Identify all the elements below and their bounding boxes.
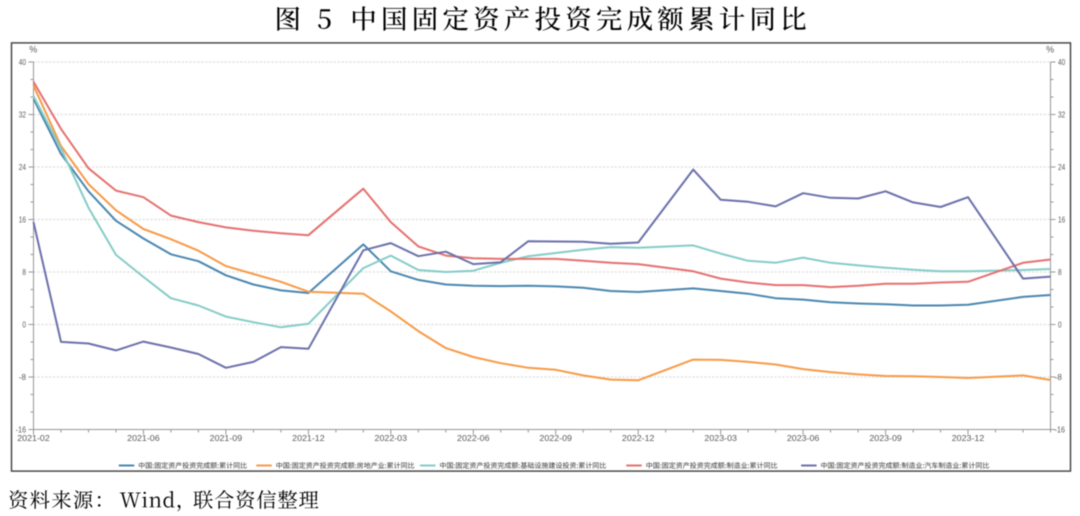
- svg-text:2023-03: 2023-03: [704, 434, 737, 443]
- svg-text:2022-12: 2022-12: [622, 434, 655, 443]
- svg-text:2021-09: 2021-09: [210, 434, 243, 443]
- svg-text:40: 40: [19, 57, 26, 67]
- svg-text:32: 32: [1058, 110, 1065, 120]
- svg-text:2021-06: 2021-06: [127, 434, 160, 443]
- svg-text:8: 8: [1058, 267, 1062, 277]
- svg-text:2021-12: 2021-12: [292, 434, 325, 443]
- svg-text:2023-06: 2023-06: [787, 434, 820, 443]
- svg-text:0: 0: [22, 320, 26, 330]
- svg-text:24: 24: [1058, 162, 1065, 172]
- svg-text:2022-06: 2022-06: [457, 434, 490, 443]
- svg-text:2023-09: 2023-09: [869, 434, 902, 443]
- svg-text:16: 16: [19, 215, 26, 225]
- svg-text:0: 0: [1058, 320, 1062, 330]
- svg-text:2021-02: 2021-02: [17, 434, 50, 443]
- svg-text:-8: -8: [1055, 372, 1062, 382]
- svg-text:%: %: [29, 44, 37, 54]
- svg-text:-16: -16: [16, 425, 26, 435]
- svg-text:2023-12: 2023-12: [952, 434, 985, 443]
- svg-text:2022-09: 2022-09: [539, 434, 572, 443]
- svg-text:24: 24: [19, 162, 26, 172]
- svg-text:-16: -16: [1055, 425, 1065, 435]
- svg-text:-8: -8: [19, 372, 26, 382]
- svg-text:2022-03: 2022-03: [375, 434, 408, 443]
- svg-text:8: 8: [22, 267, 26, 277]
- svg-text:16: 16: [1058, 215, 1065, 225]
- svg-text:%: %: [1046, 44, 1054, 54]
- svg-text:40: 40: [1058, 57, 1065, 67]
- svg-text:32: 32: [19, 110, 26, 120]
